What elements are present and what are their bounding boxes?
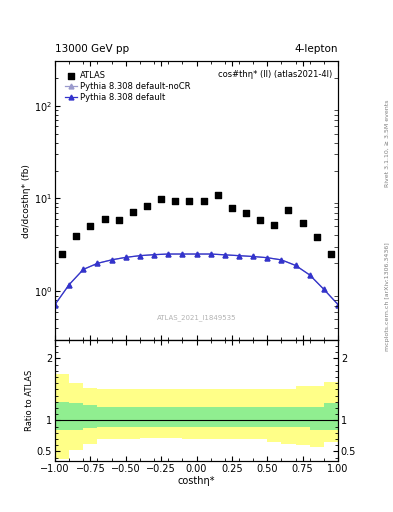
Pythia 8.308 default	[265, 254, 270, 261]
Text: Rivet 3.1.10, ≥ 3.5M events: Rivet 3.1.10, ≥ 3.5M events	[385, 100, 390, 187]
Pythia 8.308 default-noCR	[237, 252, 241, 259]
ATLAS	[116, 217, 122, 225]
ATLAS	[299, 219, 306, 227]
Pythia 8.308 default	[138, 252, 142, 259]
X-axis label: costhη*: costhη*	[178, 476, 215, 486]
ATLAS	[243, 209, 249, 217]
Pythia 8.308 default	[67, 282, 72, 288]
Pythia 8.308 default	[109, 257, 114, 263]
Pythia 8.308 default-noCR	[67, 282, 72, 288]
Pythia 8.308 default-noCR	[53, 302, 57, 308]
ATLAS	[229, 204, 235, 212]
Pythia 8.308 default-noCR	[251, 253, 255, 260]
Text: mcplots.cern.ch [arXiv:1306.3436]: mcplots.cern.ch [arXiv:1306.3436]	[385, 243, 390, 351]
Pythia 8.308 default-noCR	[166, 251, 171, 257]
Pythia 8.308 default-noCR	[109, 257, 114, 263]
ATLAS	[59, 250, 65, 259]
Pythia 8.308 default	[208, 251, 213, 257]
Pythia 8.308 default	[307, 272, 312, 278]
ATLAS	[271, 221, 277, 229]
Pythia 8.308 default-noCR	[293, 262, 298, 268]
Pythia 8.308 default-noCR	[95, 260, 100, 266]
Legend: ATLAS, Pythia 8.308 default-noCR, Pythia 8.308 default: ATLAS, Pythia 8.308 default-noCR, Pythia…	[61, 68, 194, 105]
Pythia 8.308 default	[336, 302, 340, 308]
Pythia 8.308 default-noCR	[321, 286, 326, 292]
Pythia 8.308 default-noCR	[208, 251, 213, 257]
Pythia 8.308 default	[53, 302, 57, 308]
Line: Pythia 8.308 default-noCR: Pythia 8.308 default-noCR	[53, 251, 340, 307]
ATLAS	[73, 232, 79, 241]
ATLAS	[172, 197, 178, 205]
Pythia 8.308 default-noCR	[180, 251, 185, 257]
Pythia 8.308 default-noCR	[279, 257, 284, 263]
ATLAS	[87, 222, 94, 230]
Pythia 8.308 default-noCR	[123, 254, 128, 261]
Text: 13000 GeV pp: 13000 GeV pp	[55, 44, 129, 54]
Y-axis label: Ratio to ATLAS: Ratio to ATLAS	[25, 370, 34, 431]
Pythia 8.308 default-noCR	[138, 252, 142, 259]
ATLAS	[158, 195, 164, 203]
ATLAS	[215, 190, 221, 199]
ATLAS	[328, 250, 334, 259]
Pythia 8.308 default	[95, 260, 100, 266]
ATLAS	[314, 233, 320, 242]
ATLAS	[101, 215, 108, 223]
Pythia 8.308 default	[81, 266, 86, 272]
Pythia 8.308 default	[180, 251, 185, 257]
Pythia 8.308 default-noCR	[81, 266, 86, 272]
Text: cos#thη* (ll) (atlas2021-4l): cos#thη* (ll) (atlas2021-4l)	[218, 70, 332, 79]
Pythia 8.308 default-noCR	[222, 252, 227, 258]
Pythia 8.308 default	[321, 286, 326, 292]
ATLAS	[186, 197, 193, 205]
ATLAS	[130, 208, 136, 216]
Pythia 8.308 default	[293, 262, 298, 268]
Pythia 8.308 default	[152, 251, 156, 258]
Pythia 8.308 default	[251, 253, 255, 260]
Pythia 8.308 default	[237, 252, 241, 259]
Pythia 8.308 default-noCR	[336, 302, 340, 308]
Pythia 8.308 default-noCR	[194, 251, 199, 257]
Pythia 8.308 default	[222, 252, 227, 258]
Pythia 8.308 default	[166, 251, 171, 257]
Pythia 8.308 default-noCR	[307, 272, 312, 278]
ATLAS	[144, 202, 150, 210]
ATLAS	[200, 197, 207, 205]
Pythia 8.308 default-noCR	[265, 254, 270, 261]
Line: Pythia 8.308 default: Pythia 8.308 default	[53, 251, 340, 307]
Pythia 8.308 default	[279, 257, 284, 263]
ATLAS	[285, 206, 292, 214]
Pythia 8.308 default	[194, 251, 199, 257]
Text: 4-lepton: 4-lepton	[294, 44, 338, 54]
Y-axis label: dσ/dcosthη* (fb): dσ/dcosthη* (fb)	[22, 164, 31, 238]
Pythia 8.308 default-noCR	[152, 251, 156, 258]
Pythia 8.308 default	[123, 254, 128, 261]
ATLAS	[257, 217, 263, 225]
Text: ATLAS_2021_I1849535: ATLAS_2021_I1849535	[157, 314, 236, 321]
